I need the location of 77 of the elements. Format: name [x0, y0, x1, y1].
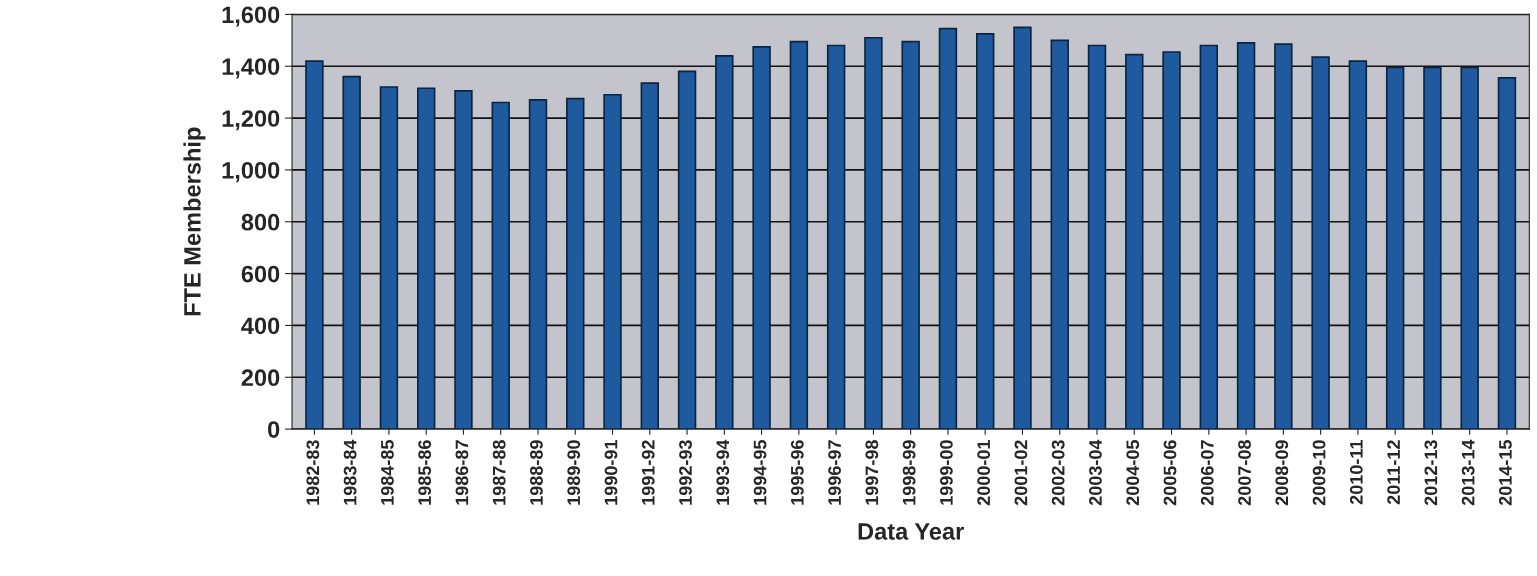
x-tick-label: 1988-89	[530, 440, 543, 505]
y-tick-label: 1,000	[222, 161, 280, 183]
x-tick-label: 2002-03	[1051, 440, 1065, 506]
bar	[1460, 66, 1479, 430]
bar	[1348, 60, 1368, 430]
bar	[1497, 77, 1517, 430]
bar	[1236, 42, 1256, 430]
y-tick-label: 200	[241, 369, 280, 387]
bar	[1087, 44, 1107, 430]
bar	[1274, 43, 1293, 430]
x-tick-label: 2010-11	[1349, 440, 1363, 505]
bar	[938, 27, 958, 430]
bar	[1125, 53, 1144, 430]
x-axis-title: Data Year	[858, 523, 964, 540]
bar	[603, 93, 622, 430]
x-tick-label: 1982-83	[306, 440, 320, 505]
x-tick-label: 1995-96	[790, 440, 804, 505]
x-tick-label: 2008-09	[1275, 440, 1289, 506]
x-tick-label: 2001-02	[1014, 440, 1028, 506]
x-tick-label: 2005-06	[1163, 440, 1177, 506]
y-tick-label: 1,600	[222, 6, 280, 27]
bar	[416, 87, 436, 430]
x-tick-label: 1989-90	[567, 440, 581, 505]
bar	[752, 45, 771, 430]
bar	[528, 99, 548, 430]
x-tick-label: 2003-04	[1089, 439, 1102, 506]
bar	[1162, 51, 1181, 430]
x-tick-label: 2012-13	[1424, 440, 1438, 506]
x-tick-label: 1991-92	[641, 440, 655, 505]
x-tick-label: 1993-94	[716, 439, 730, 505]
y-tick-label: 1,200	[222, 110, 280, 131]
x-tick-label: 1986-87	[455, 440, 469, 505]
y-tick-label: 400	[241, 317, 280, 335]
bar	[864, 36, 883, 430]
y-axis-title: FTE Membership	[183, 127, 206, 316]
x-tick-label: 2011-12	[1387, 440, 1400, 505]
bar	[305, 60, 324, 430]
bar	[454, 90, 473, 430]
bar	[1385, 66, 1405, 430]
bar	[677, 70, 697, 430]
bar	[1013, 26, 1032, 430]
x-tick-label: 2009-10	[1312, 440, 1326, 506]
bar	[975, 33, 995, 430]
x-tick-label: 1985-86	[418, 440, 432, 505]
x-tick-label: 1990-91	[604, 440, 618, 505]
x-tick-label: 1998-99	[902, 440, 916, 505]
y-tick-label: 600	[241, 265, 280, 283]
x-tick-label: 1997-98	[865, 440, 879, 505]
bar	[901, 40, 920, 430]
x-tick-label: 2000-01	[977, 440, 991, 506]
bar	[640, 82, 660, 430]
bar	[491, 101, 510, 430]
bar	[1311, 56, 1330, 430]
x-tick-label: 2013-14	[1461, 439, 1475, 506]
x-tick-label: 1994-95	[753, 440, 767, 505]
bar	[826, 44, 846, 430]
x-tick-label: 2006-07	[1200, 440, 1214, 506]
x-tick-label: 2007-08	[1238, 440, 1251, 506]
x-tick-label: 1987-88	[492, 440, 506, 505]
bar	[342, 75, 361, 430]
x-tick-label: 1983-84	[343, 439, 357, 505]
x-tick-label: 2004-05	[1126, 440, 1140, 506]
y-tick-label: 800	[241, 213, 280, 231]
bar	[715, 55, 734, 430]
x-tick-label: 1984-85	[380, 440, 394, 505]
x-tick-label: 2014-15	[1499, 440, 1512, 506]
bar	[1199, 44, 1219, 430]
bar	[566, 97, 585, 430]
bar	[1050, 39, 1069, 430]
x-tick-label: 1999-00	[940, 440, 953, 505]
x-tick-label: 1992-93	[679, 440, 692, 505]
bar	[379, 86, 399, 430]
bar	[789, 40, 809, 430]
y-tick-label: 0	[268, 421, 280, 438]
y-tick-label: 1,400	[222, 58, 280, 79]
x-tick-label: 1996-97	[828, 440, 841, 505]
bar	[1423, 66, 1442, 430]
